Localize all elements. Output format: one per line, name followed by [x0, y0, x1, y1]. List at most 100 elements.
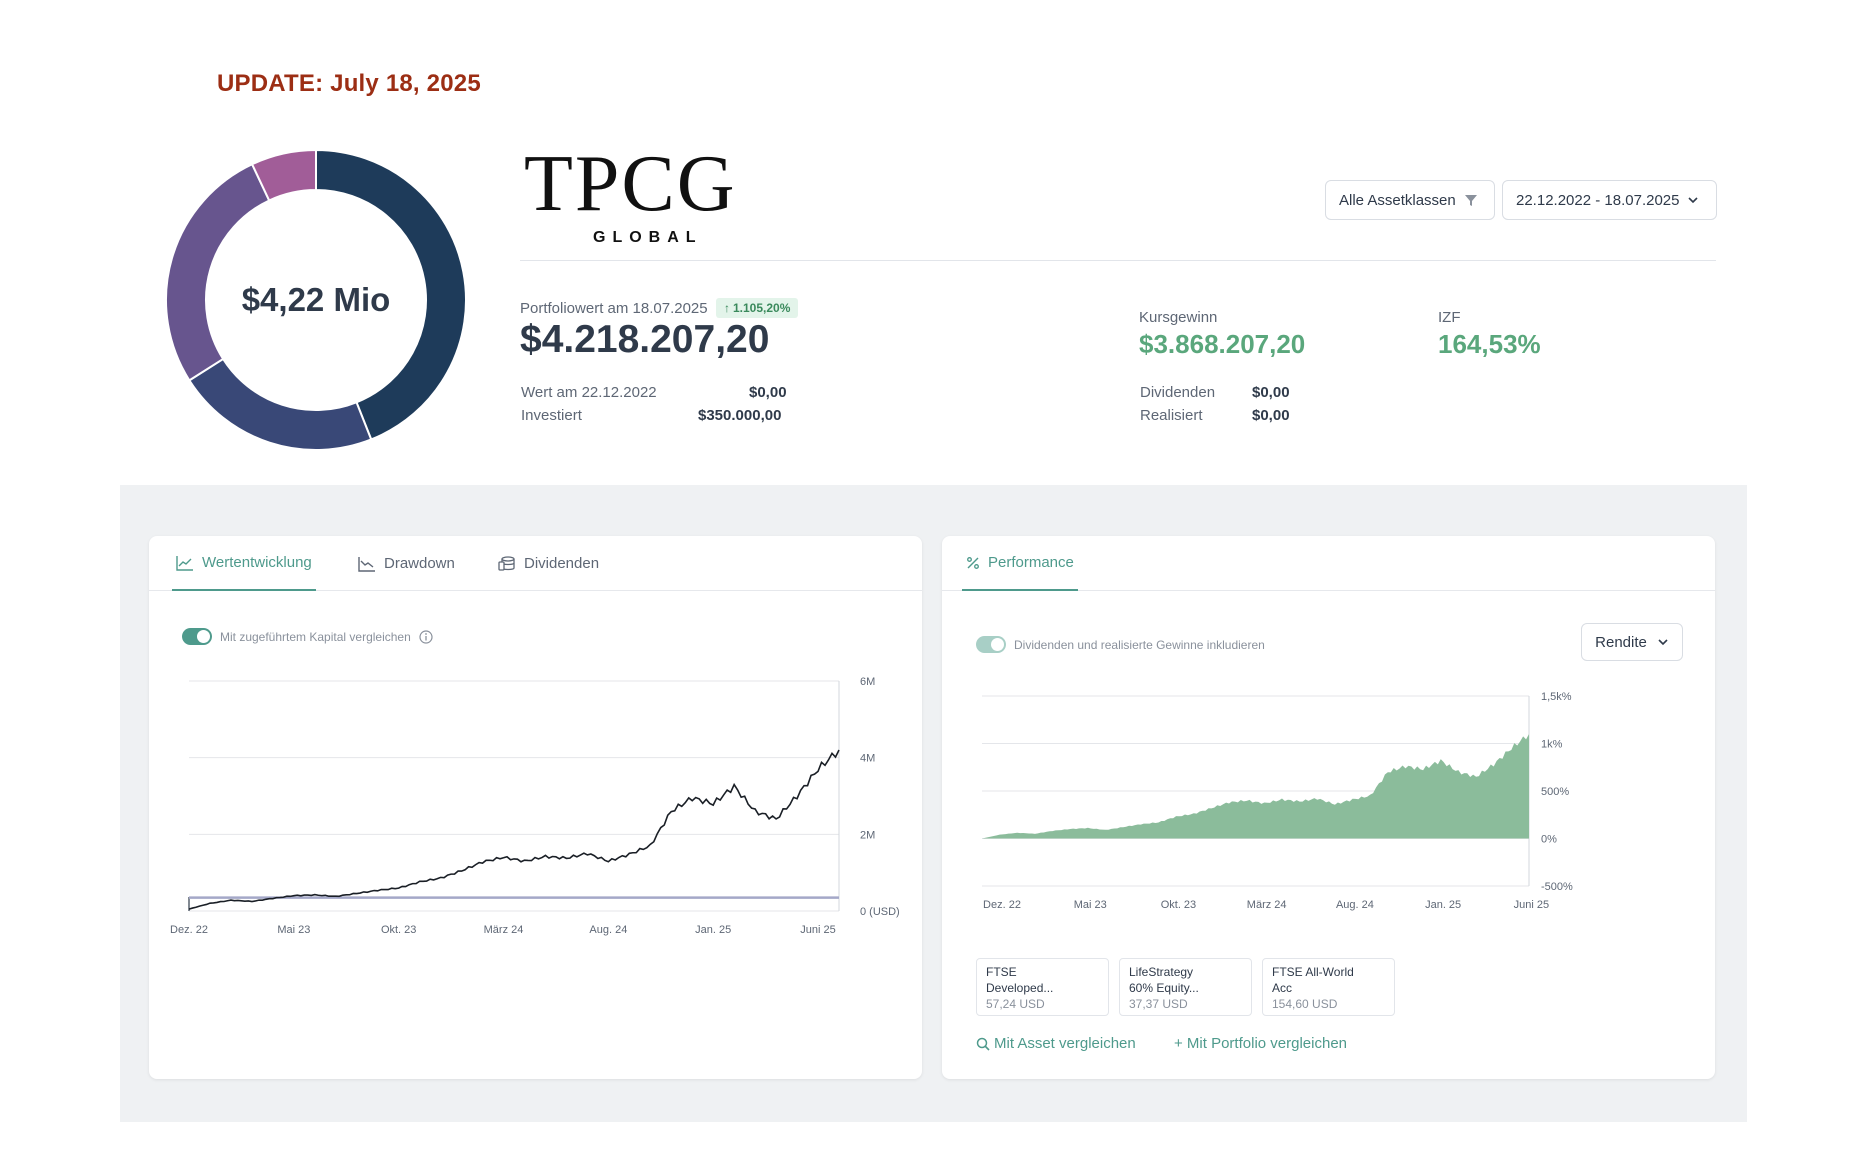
search-icon	[976, 1037, 990, 1051]
x-tick-label: Jan. 25	[1425, 899, 1461, 911]
logo-wordmark: TPCG	[524, 140, 737, 228]
tab-label: Drawdown	[384, 555, 455, 572]
dividends-label: Dividenden	[1140, 384, 1216, 401]
performance-area	[982, 734, 1529, 839]
y-tick-label: 1,5k%	[1541, 691, 1572, 703]
tab-performance[interactable]: Performance	[962, 536, 1078, 591]
compare-asset-link[interactable]: Mit Asset vergleichen	[976, 1035, 1136, 1052]
include-dividends-toggle-row: Dividenden und realisierte Gewinne inklu…	[976, 636, 1265, 653]
y-tick-label: 4M	[860, 753, 875, 765]
x-tick-label: Mai 23	[1074, 899, 1107, 911]
chip-line2: 60% Equity...	[1129, 981, 1199, 995]
date-range-label: 22.12.2022 - 18.07.2025	[1516, 191, 1680, 209]
invested-label: Investiert	[521, 407, 582, 424]
tab-label: Dividenden	[524, 555, 600, 572]
donut-segment-0[interactable]	[315, 148, 467, 441]
percent-icon	[967, 556, 979, 569]
compare-portfolio-label: + Mit Portfolio vergleichen	[1174, 1035, 1347, 1052]
metric-dropdown-label: Rendite	[1595, 633, 1647, 651]
line-chart-icon	[176, 555, 193, 571]
portfolio-value-label: Portfoliowert am 18.07.2025	[520, 300, 708, 317]
chip-line2: Acc	[1272, 981, 1293, 995]
x-tick-label: März 24	[1247, 899, 1287, 911]
allocation-donut[interactable]	[160, 144, 472, 456]
tab-drawdown[interactable]: Drawdown	[358, 536, 455, 591]
x-tick-label: Dez. 22	[170, 924, 208, 936]
tpcg-logo: TPCG GLOBAL	[520, 140, 770, 250]
chevron-down-icon	[1658, 639, 1668, 646]
chip-line2: Developed...	[986, 981, 1054, 995]
info-icon[interactable]	[419, 629, 433, 644]
irr-value: 164,53%	[1438, 329, 1541, 359]
chip-price: 154,60 USD	[1272, 997, 1338, 1011]
y-tick-label: 0%	[1541, 834, 1557, 846]
include-dividends-label: Dividenden und realisierte Gewinne inklu…	[1014, 637, 1265, 652]
chip-line1: LifeStrategy	[1129, 965, 1194, 979]
performance-tabs: Performance	[942, 536, 1715, 591]
tab-label: Wertentwicklung	[202, 554, 312, 571]
realized-value: $0,00	[1252, 407, 1290, 424]
tab-wertentwicklung[interactable]: Wertentwicklung	[172, 536, 316, 591]
x-tick-label: Jan. 25	[695, 924, 731, 936]
y-tick-label: 0 (USD)	[860, 906, 900, 918]
chip-price: 37,37 USD	[1129, 997, 1188, 1011]
x-tick-label: Juni 25	[1514, 899, 1549, 911]
capital-compare-toggle[interactable]	[182, 628, 212, 645]
x-tick-label: Juni 25	[800, 924, 835, 936]
portfolio-value-line	[188, 749, 840, 910]
coins-icon	[498, 555, 515, 571]
portfolio-change-badge: ↑ 1.105,20%	[716, 298, 799, 318]
x-tick-label: März 24	[484, 924, 524, 936]
metric-dropdown[interactable]: Rendite	[1581, 623, 1683, 661]
chip-line1: FTSE	[986, 965, 1017, 979]
x-tick-label: Mai 23	[277, 924, 310, 936]
date-range-select[interactable]: 22.12.2022 - 18.07.2025	[1502, 180, 1717, 220]
start-value: $0,00	[749, 384, 787, 401]
y-tick-label: -500%	[1541, 881, 1573, 893]
compare-chip-ftse-all-world[interactable]: FTSE All-World Acc 154,60 USD	[1262, 958, 1395, 1016]
x-tick-label: Okt. 23	[381, 924, 416, 936]
invested-value: $350.000,00	[698, 407, 782, 424]
value-tabs: Wertentwicklung Drawdown Dividenden	[149, 536, 922, 591]
logo-subline: GLOBAL	[593, 229, 703, 246]
include-dividends-toggle[interactable]	[976, 636, 1006, 653]
y-tick-label: 6M	[860, 676, 875, 688]
chevron-down-icon	[1688, 197, 1699, 204]
capital-compare-label: Mit zugeführtem Kapital vergleichen	[220, 629, 411, 644]
x-tick-label: Okt. 23	[1161, 899, 1196, 911]
tab-label: Performance	[988, 554, 1074, 571]
performance-card: Performance Dividenden und realisierte G…	[942, 536, 1715, 1079]
portfolio-change-value: 1.105,20%	[733, 301, 791, 315]
x-tick-label: Aug. 24	[1336, 899, 1374, 911]
irr-label: IZF	[1438, 309, 1461, 326]
tab-dividenden[interactable]: Dividenden	[498, 536, 599, 591]
y-tick-label: 2M	[860, 829, 875, 841]
chip-price: 57,24 USD	[986, 997, 1045, 1011]
x-tick-label: Dez. 22	[983, 899, 1021, 911]
capital-compare-toggle-row: Mit zugeführtem Kapital vergleichen	[182, 628, 433, 645]
value-line-chart[interactable]: 0 (USD) 2M 4M 6M Dez. 22 Mai 23 Okt. 23 März 24…	[149, 656, 922, 966]
portfolio-value: $4.218.207,20	[520, 318, 770, 361]
y-tick-label: 500%	[1541, 786, 1569, 798]
price-gain-label: Kursgewinn	[1139, 309, 1218, 326]
funnel-icon	[1464, 195, 1477, 206]
x-tick-label: Aug. 24	[589, 924, 627, 936]
y-tick-label: 1k%	[1541, 739, 1563, 751]
chip-line1: FTSE All-World	[1272, 965, 1354, 979]
donut-segment-3[interactable]	[250, 148, 317, 202]
asset-class-filter[interactable]: Alle Assetklassen	[1325, 180, 1495, 220]
performance-area-chart[interactable]: -500% 0% 500% 1k% 1,5k% Dez. 22 Mai 23 Okt. 23 M…	[942, 671, 1715, 956]
compare-asset-label: Mit Asset vergleichen	[994, 1035, 1136, 1052]
compare-chip-lifestrategy[interactable]: LifeStrategy 60% Equity... 37,37 USD	[1119, 958, 1252, 1016]
value-development-card: Wertentwicklung Drawdown Dividenden Mit …	[149, 536, 922, 1079]
realized-label: Realisiert	[1140, 407, 1203, 424]
asset-class-filter-label: Alle Assetklassen	[1339, 191, 1456, 209]
start-value-label: Wert am 22.12.2022	[521, 384, 657, 401]
compare-chip-ftse-developed[interactable]: FTSE Developed... 57,24 USD	[976, 958, 1109, 1016]
dividends-value: $0,00	[1252, 384, 1290, 401]
drawdown-icon	[358, 556, 375, 572]
price-gain-value: $3.868.207,20	[1139, 329, 1306, 359]
arrow-up-icon: ↑	[724, 301, 730, 315]
compare-portfolio-link[interactable]: + Mit Portfolio vergleichen	[1174, 1035, 1347, 1052]
update-date: UPDATE: July 18, 2025	[217, 70, 481, 97]
